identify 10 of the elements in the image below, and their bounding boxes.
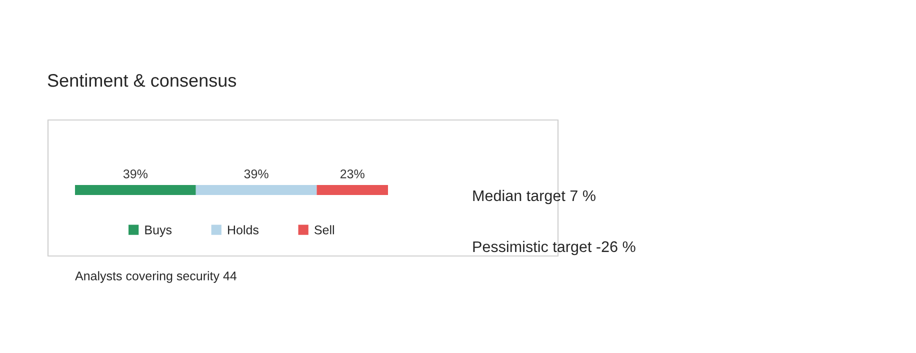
text: Analysts covering security 44	[75, 271, 237, 283]
legend-label: Holds	[228, 225, 258, 234]
legend-label: Buys	[145, 226, 172, 237]
legend-label: Sell	[314, 225, 334, 234]
chart-title: Sentiment & consensus	[48, 74, 236, 87]
text: Pessimistic target -26 %	[473, 240, 636, 256]
data-label: 23%	[340, 170, 364, 178]
text: Median target 7 %	[473, 190, 596, 204]
data-label: 39%	[244, 170, 268, 178]
data-label: 39%	[123, 170, 148, 178]
